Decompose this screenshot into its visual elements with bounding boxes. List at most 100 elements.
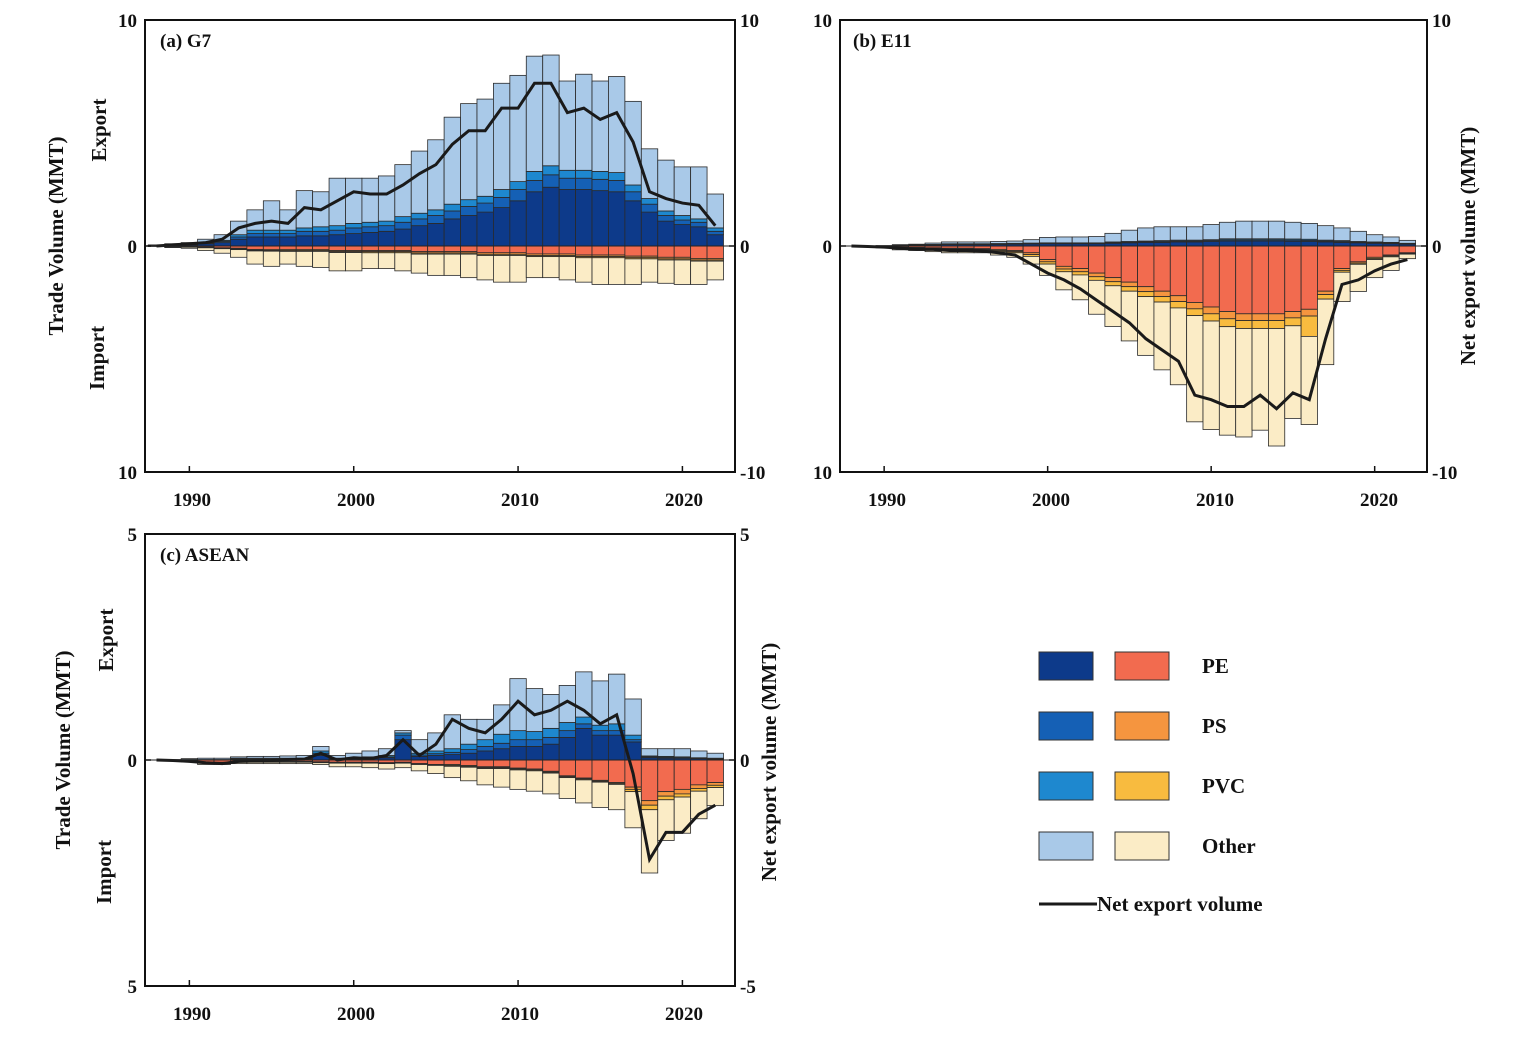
asean-bar-export-other-1992: [213, 757, 231, 760]
g7-bar-export-other-2010: [509, 74, 527, 182]
asean-bar-import-pe-2022: [706, 759, 724, 784]
g7-bar-export-pe-2005: [427, 222, 445, 247]
g7-bar-import-pe-2001: [361, 245, 379, 251]
asean-bar-import-other-2009: [493, 768, 511, 788]
asean-bar-export-ps-2013: [558, 730, 576, 738]
asean-bar-export-other-1990: [180, 758, 198, 760]
g7-bar-export-ps-2015: [591, 178, 609, 192]
asean-bar-import-other-2004: [410, 764, 429, 772]
asean-bar-export-pe-2008: [476, 750, 494, 761]
asean-bar-export-pe-2006: [443, 754, 461, 761]
e11-bar-export-other-2004: [1104, 232, 1122, 243]
g7-bar-export-ps-1999: [328, 229, 346, 236]
legend-swatch-other-import: [1114, 831, 1170, 861]
g7-bar-import-other-2013: [558, 256, 576, 281]
asean-bar-import-pe-2014: [575, 759, 593, 779]
g7-x-tick-1990: 1990: [173, 490, 211, 511]
g7-bar-import-other-2007: [460, 253, 478, 279]
e11-bar-import-other-2012: [1235, 328, 1253, 438]
g7-bar-export-pvc-1994: [246, 229, 264, 234]
e11-bar-import-ps-2004: [1104, 277, 1122, 283]
g7-bar-export-other-2004: [410, 150, 429, 214]
g7-bar-import-pe-2012: [542, 245, 560, 255]
g7-bar-import-other-2002: [377, 252, 396, 269]
e11-x-tick-2000: 2000: [1032, 490, 1070, 511]
e11-bar-export-other-2009: [1186, 226, 1204, 241]
e11-bar-export-other-2016: [1300, 222, 1318, 240]
g7-bar-export-pe-2013: [558, 189, 576, 247]
asean-bar-export-other-1993: [230, 756, 248, 759]
g7-bar-export-pe-2003: [394, 228, 412, 247]
g7-bar-export-pvc-2014: [575, 169, 593, 179]
e11-bar-export-pe-2006: [1137, 241, 1155, 247]
g7-bar-import-pe-2022: [706, 245, 724, 259]
e11-bar-import-pvc-2016: [1300, 315, 1318, 337]
e11-bar-import-other-2015: [1284, 325, 1302, 419]
g7-bar-export-pvc-2007: [460, 199, 478, 207]
asean-title: (c) ASEAN: [160, 545, 249, 566]
g7-bar-export-pe-1994: [246, 236, 264, 247]
asean-x-tick-2000: 2000: [337, 1004, 375, 1025]
g7-title: (a) G7: [160, 31, 212, 52]
g7-bar-export-pvc-2022: [706, 227, 724, 232]
asean-left-tick-top: 5: [128, 525, 138, 546]
g7-bar-export-pvc-2001: [361, 221, 379, 228]
e11-bar-import-pvc-2010: [1202, 313, 1220, 322]
g7-bar-import-other-1999: [328, 252, 346, 272]
g7-bar-export-pvc-2009: [493, 189, 511, 198]
asean-bar-import-other-2006: [443, 765, 461, 779]
e11-bar-export-pe-2010: [1202, 241, 1220, 247]
asean-bar-import-other-1995: [262, 761, 281, 765]
g7-bar-import-other-2017: [624, 258, 642, 285]
g7-bar-export-other-2001: [361, 177, 379, 223]
e11-bar-import-ps-2005: [1120, 281, 1138, 288]
e11-bar-import-pe-2015: [1284, 245, 1302, 312]
asean-left-tick-zero: 0: [128, 751, 138, 772]
g7-bar-import-other-2009: [493, 255, 511, 283]
g7-bar-export-other-2011: [525, 55, 544, 172]
g7-right-tick-top: 10: [740, 11, 759, 32]
asean-bar-export-pe-2013: [558, 737, 576, 761]
asean-bar-export-ps-2011: [525, 739, 544, 747]
e11-bar-import-pe-2017: [1317, 245, 1335, 292]
g7-bar-export-ps-2007: [460, 206, 478, 216]
e11-bar-import-pe-2009: [1186, 245, 1204, 303]
g7-bar-import-other-2022: [706, 260, 724, 281]
legend-label-pe: PE: [1202, 654, 1229, 678]
g7-bar-import-pe-2011: [525, 245, 544, 255]
g7-x-tick-2000: 2000: [337, 490, 375, 511]
e11-right-tick-zero: 0: [1432, 237, 1442, 258]
asean-bar-export-ps-2008: [476, 746, 494, 752]
asean-right-tick-bottom: -5: [740, 977, 756, 998]
asean-bar-import-other-2014: [575, 779, 593, 804]
legend-label-other: Other: [1202, 834, 1256, 858]
g7-bar-export-ps-2020: [673, 219, 692, 225]
e11-bar-import-ps-2016: [1300, 308, 1318, 317]
asean-x-tick-1990: 1990: [173, 1004, 211, 1025]
g7-left-tick-zero: 0: [128, 237, 138, 258]
e11-bar-export-other-2014: [1268, 220, 1286, 240]
asean-bar-export-other-2001: [361, 750, 379, 758]
e11-bar-import-pvc-2015: [1284, 317, 1302, 327]
asean-bar-import-other-2008: [476, 768, 494, 786]
e11-bar-export-pe-2017: [1317, 241, 1335, 247]
e11-bar-export-pe-2015: [1284, 240, 1302, 247]
asean-bar-export-other-2003: [394, 730, 412, 734]
g7-bar-export-ps-2017: [624, 191, 642, 202]
asean-bar-import-other-1996: [279, 761, 297, 765]
e11-bar-import-other-2006: [1137, 296, 1155, 356]
e11-bar-export-other-2008: [1169, 226, 1188, 241]
g7-bar-export-pe-2015: [591, 190, 609, 247]
e11-bar-import-pe-2011: [1218, 245, 1237, 312]
asean-bar-import-other-2003: [394, 762, 412, 769]
e11-ticks: [840, 19, 1427, 473]
g7-bar-export-pe-1993: [230, 238, 248, 247]
e11-right-tick-top: 10: [1432, 11, 1451, 32]
e11-bar-import-ps-2001: [1055, 265, 1073, 270]
g7-bar-export-ps-2003: [394, 221, 412, 230]
g7-bar-export-ps-2018: [640, 203, 659, 213]
e11-bar-import-ps-2017: [1317, 290, 1335, 295]
g7-bar-import-pe-2017: [624, 245, 642, 257]
e11-bar-import-pvc-2017: [1317, 294, 1335, 300]
g7-bar-import-other-1992: [213, 248, 231, 254]
